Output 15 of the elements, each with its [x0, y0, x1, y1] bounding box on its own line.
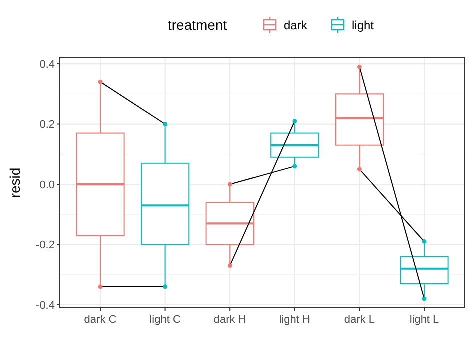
y-tick-label: -0.4: [36, 300, 55, 312]
y-tick-label: 0.0: [40, 179, 55, 192]
y-tick-label: -0.2: [36, 240, 55, 252]
x-tick-label: dark H: [214, 314, 246, 326]
x-tick-label: dark L: [344, 314, 375, 326]
x-tick-label: dark C: [84, 314, 117, 326]
y-axis-title: resid: [7, 168, 23, 198]
x-tick-label: light H: [279, 314, 311, 326]
y-tick-label: 0.2: [40, 119, 55, 132]
legend-label: dark: [284, 18, 308, 32]
x-tick-label: light C: [150, 314, 181, 326]
y-tick-label: 0.4: [40, 58, 55, 71]
legend-title: treatment: [168, 17, 228, 33]
x-tick-label: light L: [410, 314, 440, 326]
legend-label: light: [352, 18, 375, 32]
